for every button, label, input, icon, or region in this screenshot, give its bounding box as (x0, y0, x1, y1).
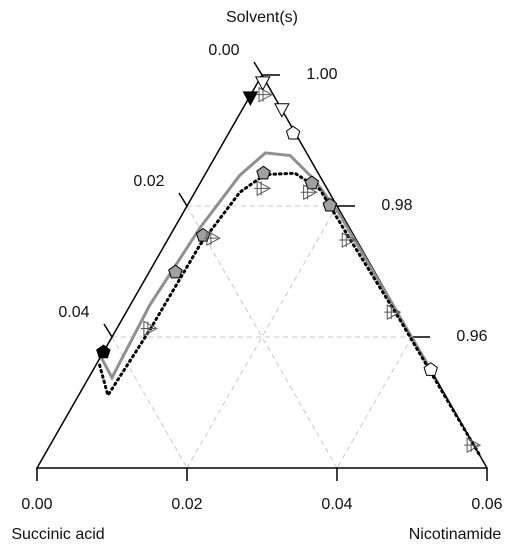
data-point (464, 437, 482, 453)
data-point (384, 304, 402, 320)
data-point (254, 180, 272, 197)
left-tick (253, 61, 263, 76)
apex-title: Solvent(s) (226, 9, 298, 26)
data-point (203, 230, 221, 246)
curve (98, 171, 481, 457)
data-point (423, 362, 438, 376)
triangle-frame (35, 73, 489, 469)
grid-line (111, 336, 188, 469)
data-point (300, 184, 318, 201)
right-tick-label: 0.98 (381, 197, 412, 214)
bottom-tick-label: 0.00 (21, 496, 52, 513)
data-point (256, 165, 271, 180)
data-point (140, 320, 158, 337)
right-title: Nicotinamide (409, 526, 502, 543)
curve (99, 151, 430, 381)
left-tick-label: 0.02 (133, 173, 164, 190)
data-point (242, 91, 259, 106)
data-point (254, 76, 271, 91)
grid-line (336, 336, 413, 469)
data-point (96, 344, 111, 359)
data-point (304, 175, 320, 190)
bottom-tick-label: 0.06 (471, 496, 502, 513)
right-tick-label: 0.96 (456, 328, 487, 345)
left-tick-label: 0.04 (58, 304, 89, 321)
bottom-tick-label: 0.04 (321, 496, 352, 513)
right-tick-label: 1.00 (306, 66, 337, 83)
data-point (285, 125, 301, 140)
data-point (168, 264, 183, 279)
data-point (322, 197, 338, 212)
left-title: Succinic acid (11, 526, 104, 543)
data-point (274, 103, 290, 118)
left-tick (103, 323, 113, 338)
left-tick (178, 192, 188, 207)
left-tick-label: 0.00 (208, 42, 239, 59)
bottom-tick-label: 0.02 (171, 496, 202, 513)
data-point (339, 232, 357, 248)
